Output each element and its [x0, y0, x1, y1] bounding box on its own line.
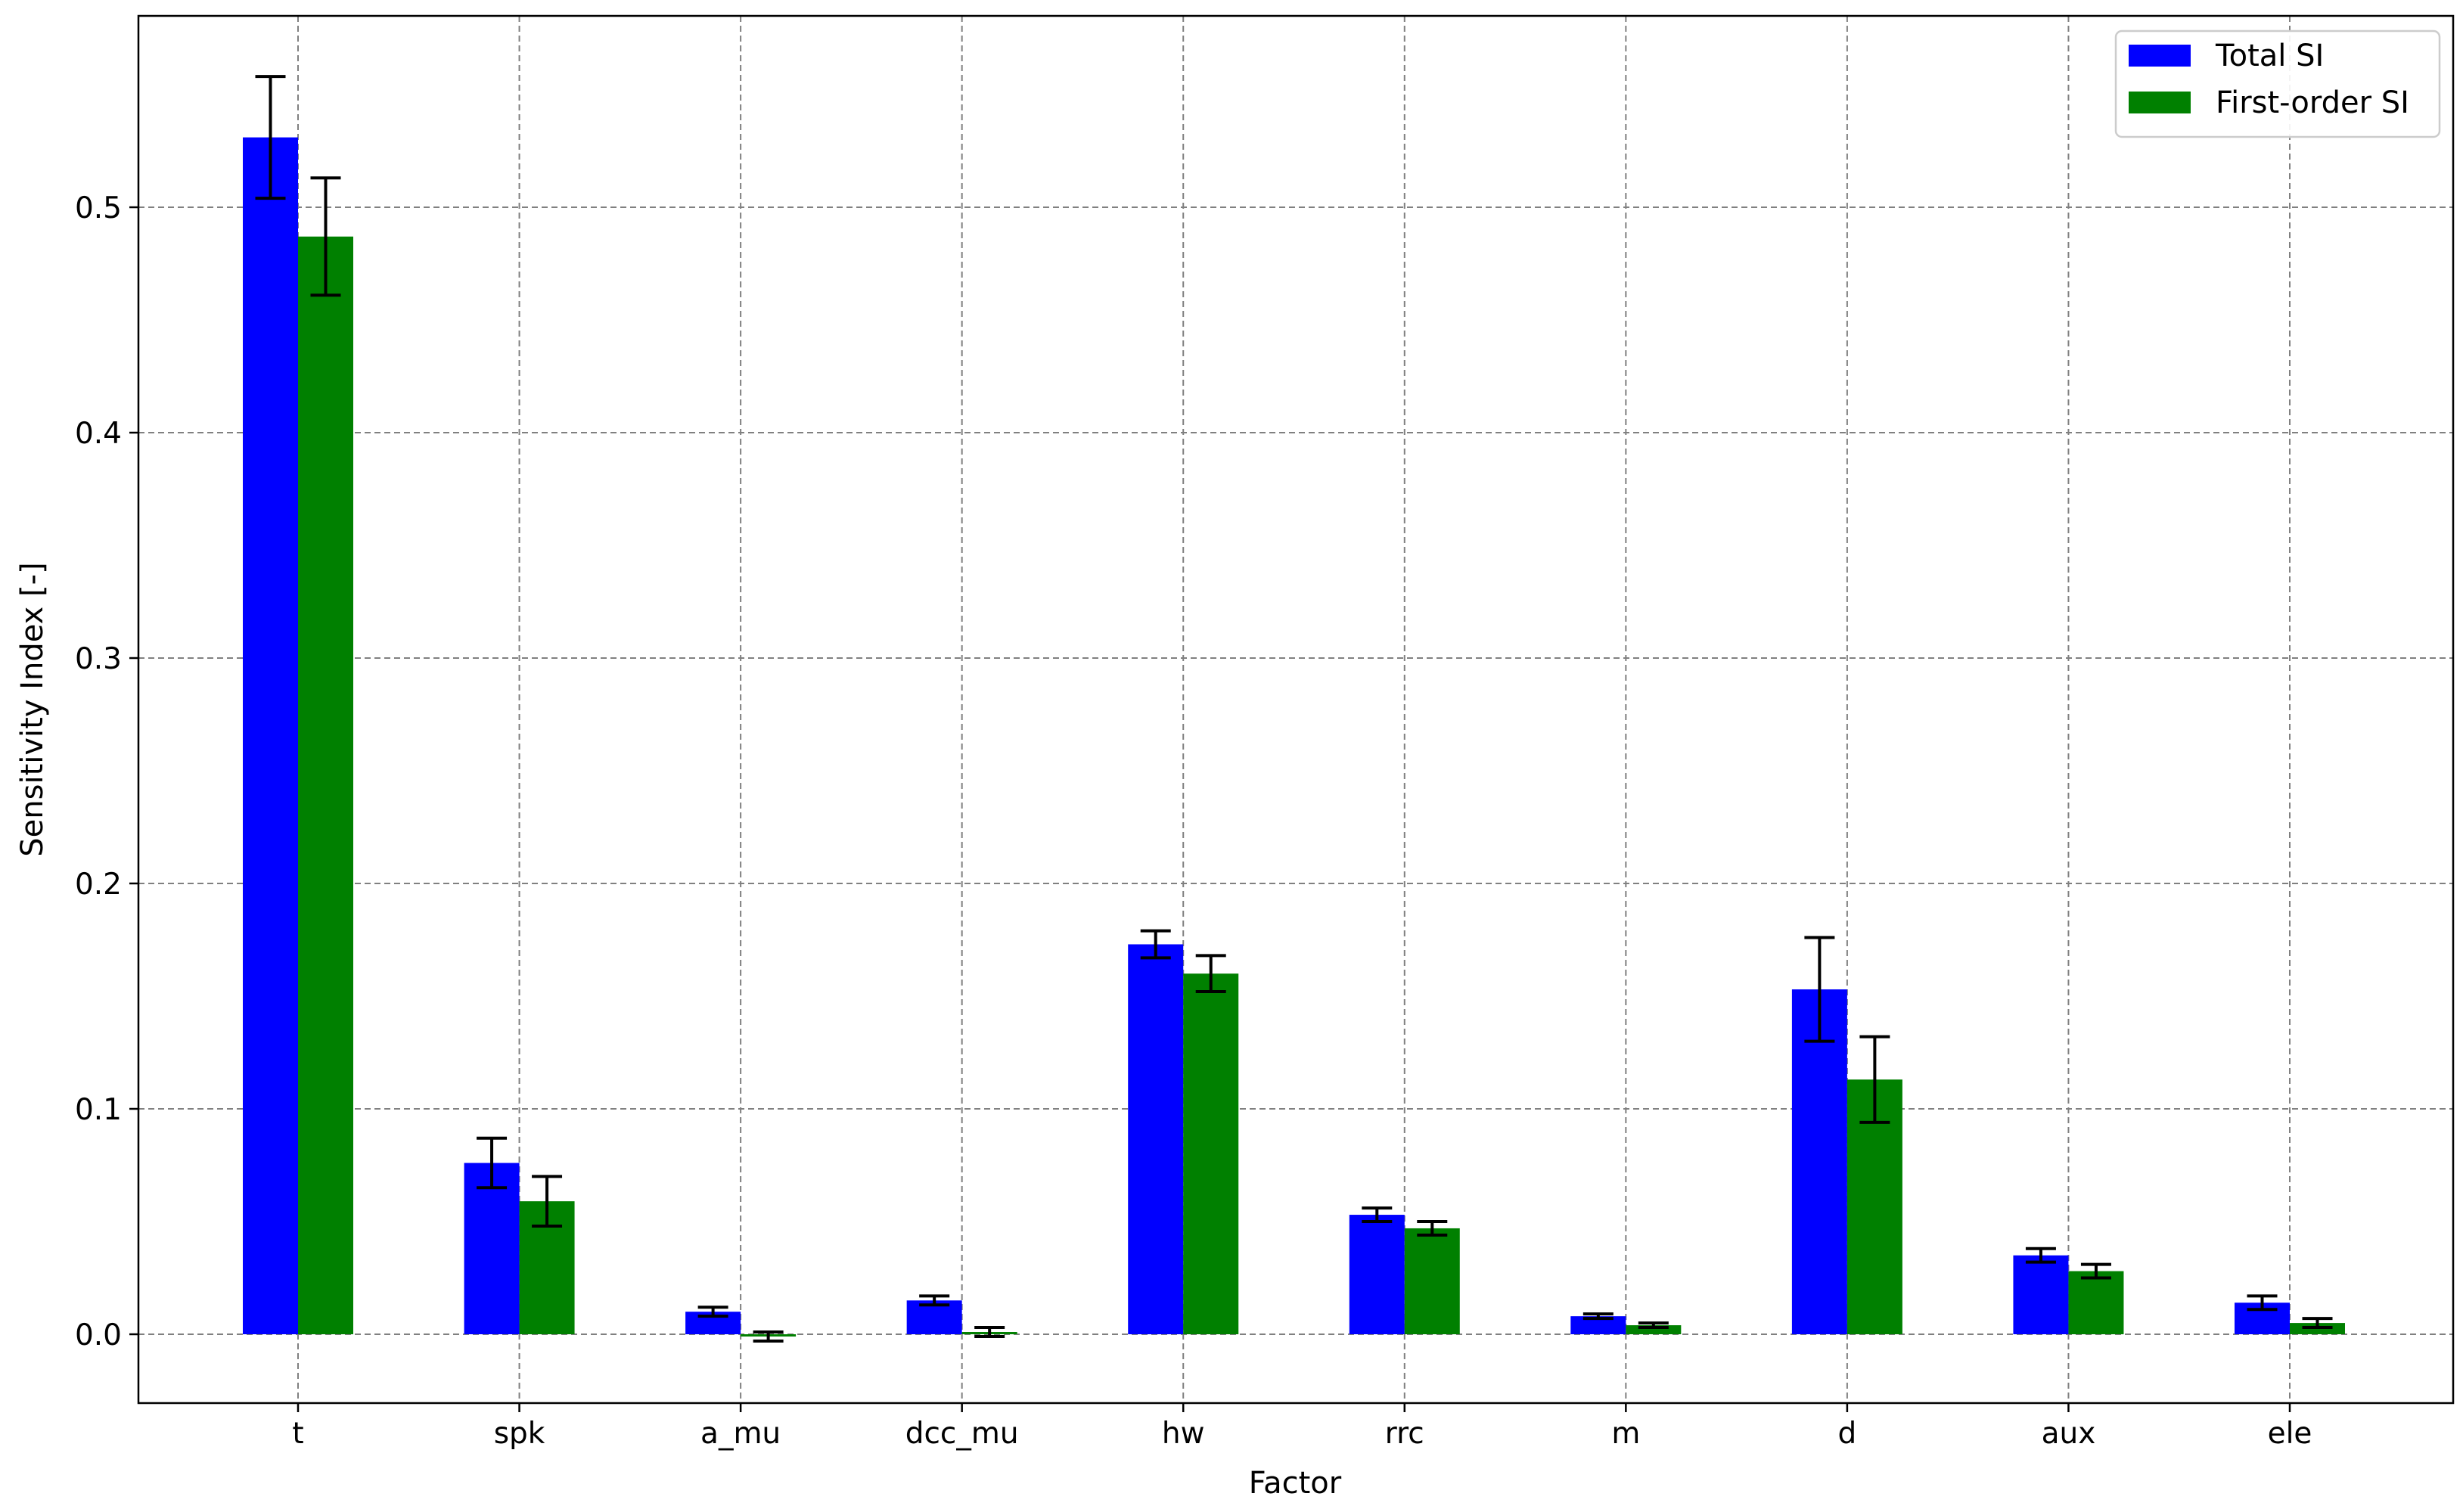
x-tick-label: m	[1611, 1417, 1640, 1451]
legend-swatch	[2129, 92, 2191, 113]
bar-total-si	[1791, 989, 1847, 1334]
plot-frame	[137, 14, 2455, 1405]
legend: Total SI First-order SI	[2114, 29, 2441, 138]
x-tick-label: rrc	[1385, 1417, 1424, 1451]
y-tick-label: 0.1	[75, 1093, 122, 1127]
bar-total-si	[1570, 1316, 1626, 1334]
x-tick-label: hw	[1162, 1417, 1205, 1451]
error-bars	[255, 75, 2333, 1343]
y-axis-label: Sensitivity Index [-]	[15, 562, 50, 856]
legend-label: Total SI	[2215, 39, 2324, 73]
bar-total-si	[1349, 1215, 1405, 1334]
bar-total-si	[243, 137, 298, 1334]
bar-total-si	[2013, 1255, 2069, 1334]
x-axis-label: Factor	[1249, 1466, 1342, 1501]
bar-first-order-si	[1183, 973, 1239, 1334]
legend-swatch	[2129, 45, 2191, 67]
legend-box	[2114, 29, 2441, 138]
x-tick-label: d	[1838, 1417, 1857, 1451]
bars	[243, 137, 2345, 1337]
bar-total-si	[1128, 944, 1184, 1334]
y-tick-label: 0.2	[75, 868, 122, 902]
bar-first-order-si	[2068, 1271, 2124, 1334]
x-tick-label: t	[292, 1417, 303, 1451]
x-axis-ticks: t spk a_mu dcc_mu hw rrc m d aux ele	[292, 1403, 2312, 1451]
y-axis-ticks: 0.0 0.1 0.2 0.3 0.4 0.5	[75, 191, 138, 1352]
x-tick-label: dcc_mu	[905, 1417, 1019, 1451]
plot-area-background	[138, 16, 2453, 1403]
bar-first-order-si	[1404, 1228, 1460, 1334]
y-tick-label: 0.0	[75, 1318, 122, 1352]
x-tick-label: ele	[2268, 1417, 2312, 1451]
y-tick-label: 0.4	[75, 417, 122, 451]
legend-label: First-order SI	[2216, 85, 2409, 120]
x-tick-label: a_mu	[700, 1417, 781, 1451]
y-tick-label: 0.3	[75, 642, 122, 676]
x-tick-label: spk	[494, 1417, 545, 1451]
bar-first-order-si	[298, 236, 353, 1334]
bar-first-order-si	[1626, 1325, 1682, 1334]
y-tick-label: 0.5	[75, 191, 122, 225]
bar-total-si	[464, 1163, 520, 1334]
x-tick-label: aux	[2042, 1417, 2096, 1451]
